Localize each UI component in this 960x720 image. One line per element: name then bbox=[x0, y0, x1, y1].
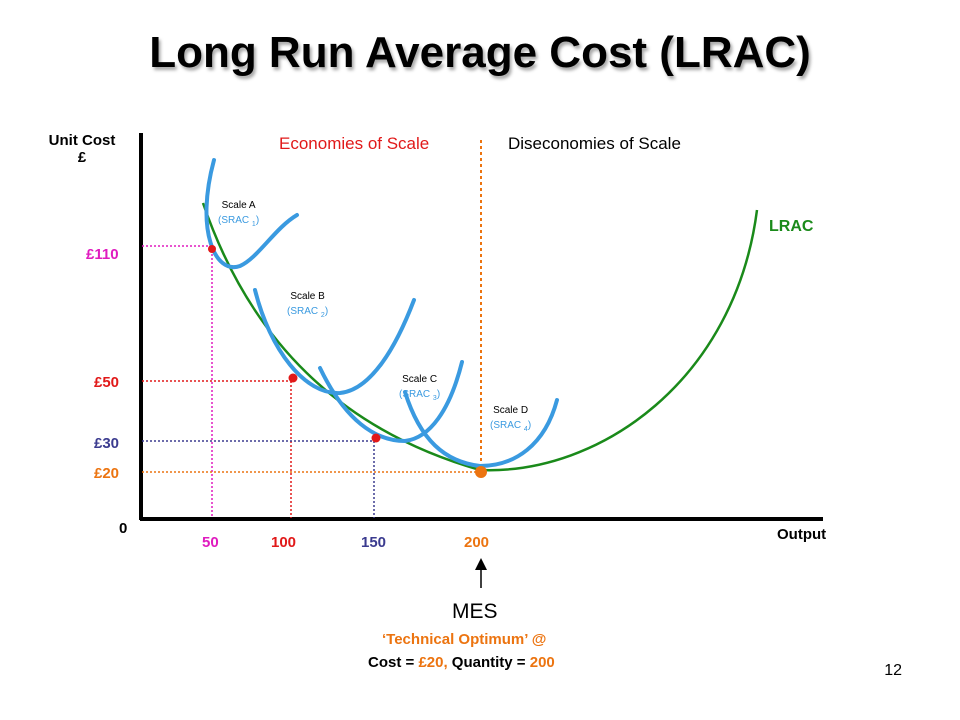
scale-b-srac: (SRAC 2) bbox=[287, 306, 329, 319]
srac-1-curve bbox=[204, 158, 299, 270]
cost-tick-30: £30 bbox=[94, 435, 120, 452]
cost-tick-20: £20 bbox=[94, 465, 120, 482]
scale-a-name: Scale A bbox=[221, 200, 256, 211]
mes-cost-quantity: Cost = £20, Quantity = 200 bbox=[368, 654, 555, 671]
point-150-30 bbox=[371, 433, 381, 443]
cost-tick-110: £110 bbox=[86, 246, 119, 263]
guide-110 bbox=[142, 245, 213, 518]
mes-qty-value: 200 bbox=[529, 654, 555, 671]
origin-label: 0 bbox=[119, 520, 128, 537]
scale-c-label: Scale C (SRAC 3) bbox=[399, 374, 440, 402]
cost-tick-50: £50 bbox=[94, 374, 120, 391]
slide-number: 12 bbox=[884, 662, 902, 679]
output-tick-50: 50 bbox=[202, 534, 219, 551]
mes-cost-prefix: Cost = bbox=[368, 654, 419, 671]
mes-technical-optimum: ‘Technical Optimum’ @ bbox=[382, 631, 547, 648]
guide-30 bbox=[142, 440, 375, 518]
scale-d-srac: (SRAC 4) bbox=[490, 420, 532, 433]
scale-a-srac: (SRAC 1) bbox=[218, 215, 260, 228]
diseconomies-of-scale-label: Diseconomies of Scale bbox=[508, 134, 681, 153]
srac-4-curve bbox=[403, 390, 559, 469]
scale-a-label: Scale A (SRAC 1) bbox=[218, 200, 259, 228]
mes-heading: MES bbox=[452, 600, 498, 623]
srac-3-curve bbox=[318, 360, 464, 444]
output-tick-150: 150 bbox=[361, 534, 387, 551]
economies-of-scale-label: Economies of Scale bbox=[279, 134, 430, 153]
scale-b-label: Scale B (SRAC 2) bbox=[287, 291, 328, 319]
guide-50 bbox=[142, 380, 292, 518]
y-axis-label: Unit Cost £ bbox=[42, 132, 122, 166]
scale-c-name: Scale C bbox=[402, 374, 438, 385]
scale-d-label: Scale D (SRAC 4) bbox=[490, 405, 531, 433]
srac-2-curve bbox=[253, 288, 416, 396]
x-axis-label: Output bbox=[777, 526, 827, 543]
mes-qty-prefix: Quantity = bbox=[447, 654, 530, 671]
point-mes bbox=[475, 466, 487, 478]
mes-cost-value: £20, bbox=[418, 654, 448, 671]
point-100-50 bbox=[288, 373, 298, 383]
output-tick-200: 200 bbox=[464, 534, 490, 551]
output-tick-100: 100 bbox=[271, 534, 297, 551]
y-axis-label-line1: Unit Cost bbox=[48, 132, 116, 149]
point-50-110 bbox=[208, 245, 216, 253]
scale-b-name: Scale B bbox=[290, 291, 325, 302]
y-axis-label-line2: £ bbox=[77, 149, 87, 166]
slide-title: Long Run Average Cost (LRAC) bbox=[149, 28, 811, 77]
scale-d-name: Scale D bbox=[493, 405, 529, 416]
lrac-label: LRAC bbox=[769, 218, 814, 235]
mes-arrow-head bbox=[475, 558, 487, 570]
scale-c-srac: (SRAC 3) bbox=[399, 389, 441, 402]
